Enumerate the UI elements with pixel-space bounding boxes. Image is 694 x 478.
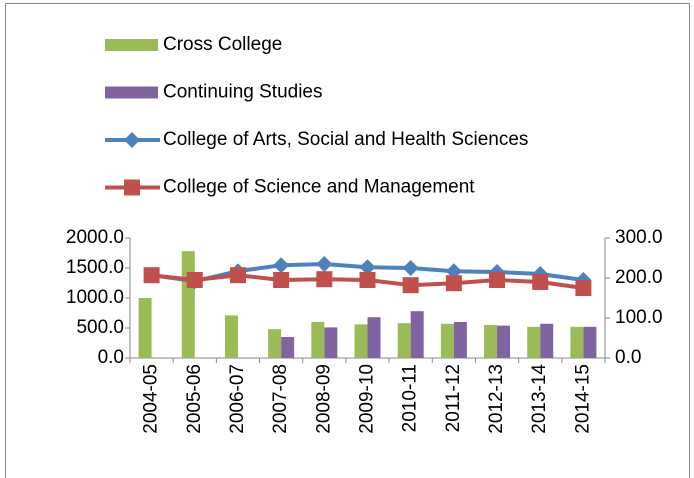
line-marker bbox=[229, 267, 246, 284]
chart-border bbox=[5, 3, 690, 478]
legend-label: College of Science and Management bbox=[163, 177, 475, 198]
bar bbox=[540, 323, 554, 358]
line-marker bbox=[359, 272, 376, 288]
y2-tick-label: 300.0 bbox=[615, 227, 663, 248]
bar bbox=[367, 317, 381, 358]
y-tick-label: 1000.0 bbox=[66, 287, 124, 308]
x-tick-label: 2010-11 bbox=[400, 364, 421, 432]
x-tick-label: 2004-05 bbox=[141, 364, 162, 434]
bar bbox=[138, 298, 152, 358]
line-marker bbox=[575, 280, 592, 296]
legend-label: Cross College bbox=[163, 34, 282, 55]
line-marker bbox=[143, 267, 160, 284]
bar bbox=[453, 322, 467, 358]
bar bbox=[281, 337, 295, 358]
bar bbox=[497, 325, 511, 358]
x-tick-label: 2007-08 bbox=[270, 364, 291, 434]
x-tick-label: 2006-07 bbox=[227, 364, 248, 434]
legend-label: College of Arts, Social and Health Scien… bbox=[163, 129, 528, 150]
line-marker bbox=[489, 272, 506, 288]
line-marker bbox=[316, 271, 333, 288]
bar bbox=[397, 323, 411, 358]
line-marker bbox=[273, 272, 290, 288]
line-marker bbox=[273, 257, 290, 274]
bar bbox=[570, 326, 584, 358]
bar bbox=[440, 323, 454, 358]
x-tick-label: 2014-15 bbox=[572, 364, 593, 434]
x-tick-label: 2011-12 bbox=[443, 364, 464, 432]
bar bbox=[224, 315, 238, 358]
line-marker bbox=[316, 256, 333, 272]
y2-tick-label: 100.0 bbox=[615, 307, 663, 328]
bar bbox=[583, 326, 597, 358]
x-tick-label: 2012-13 bbox=[486, 364, 507, 434]
y-tick-label: 2000.0 bbox=[66, 227, 124, 248]
x-tick-label: 2009-10 bbox=[357, 364, 378, 434]
x-tick-label: 2013-14 bbox=[529, 364, 550, 434]
y-tick-label: 0.0 bbox=[98, 347, 124, 368]
legend-swatch bbox=[105, 86, 158, 99]
bar bbox=[527, 326, 541, 358]
y2-tick-label: 0.0 bbox=[615, 347, 641, 368]
bar bbox=[354, 324, 368, 358]
x-tick-label: 2005-06 bbox=[184, 364, 205, 434]
y2-tick-label: 200.0 bbox=[615, 267, 663, 288]
legend-marker bbox=[124, 179, 140, 196]
line-marker bbox=[402, 277, 419, 294]
bar bbox=[410, 311, 424, 358]
bar bbox=[268, 329, 282, 358]
bar bbox=[324, 327, 338, 358]
bar bbox=[181, 251, 195, 358]
bar bbox=[484, 325, 498, 358]
legend-swatch bbox=[105, 39, 158, 51]
line-marker bbox=[445, 275, 462, 292]
x-tick-label: 2008-09 bbox=[313, 364, 334, 434]
line-marker bbox=[359, 259, 376, 276]
line-marker bbox=[532, 274, 549, 290]
bar bbox=[311, 322, 325, 358]
legend-label: Continuing Studies bbox=[163, 82, 323, 103]
y-tick-label: 500.0 bbox=[76, 317, 124, 338]
line-marker bbox=[186, 272, 203, 288]
line-marker bbox=[402, 260, 419, 276]
y-tick-label: 1500.0 bbox=[66, 257, 124, 278]
legend-marker bbox=[124, 132, 140, 148]
